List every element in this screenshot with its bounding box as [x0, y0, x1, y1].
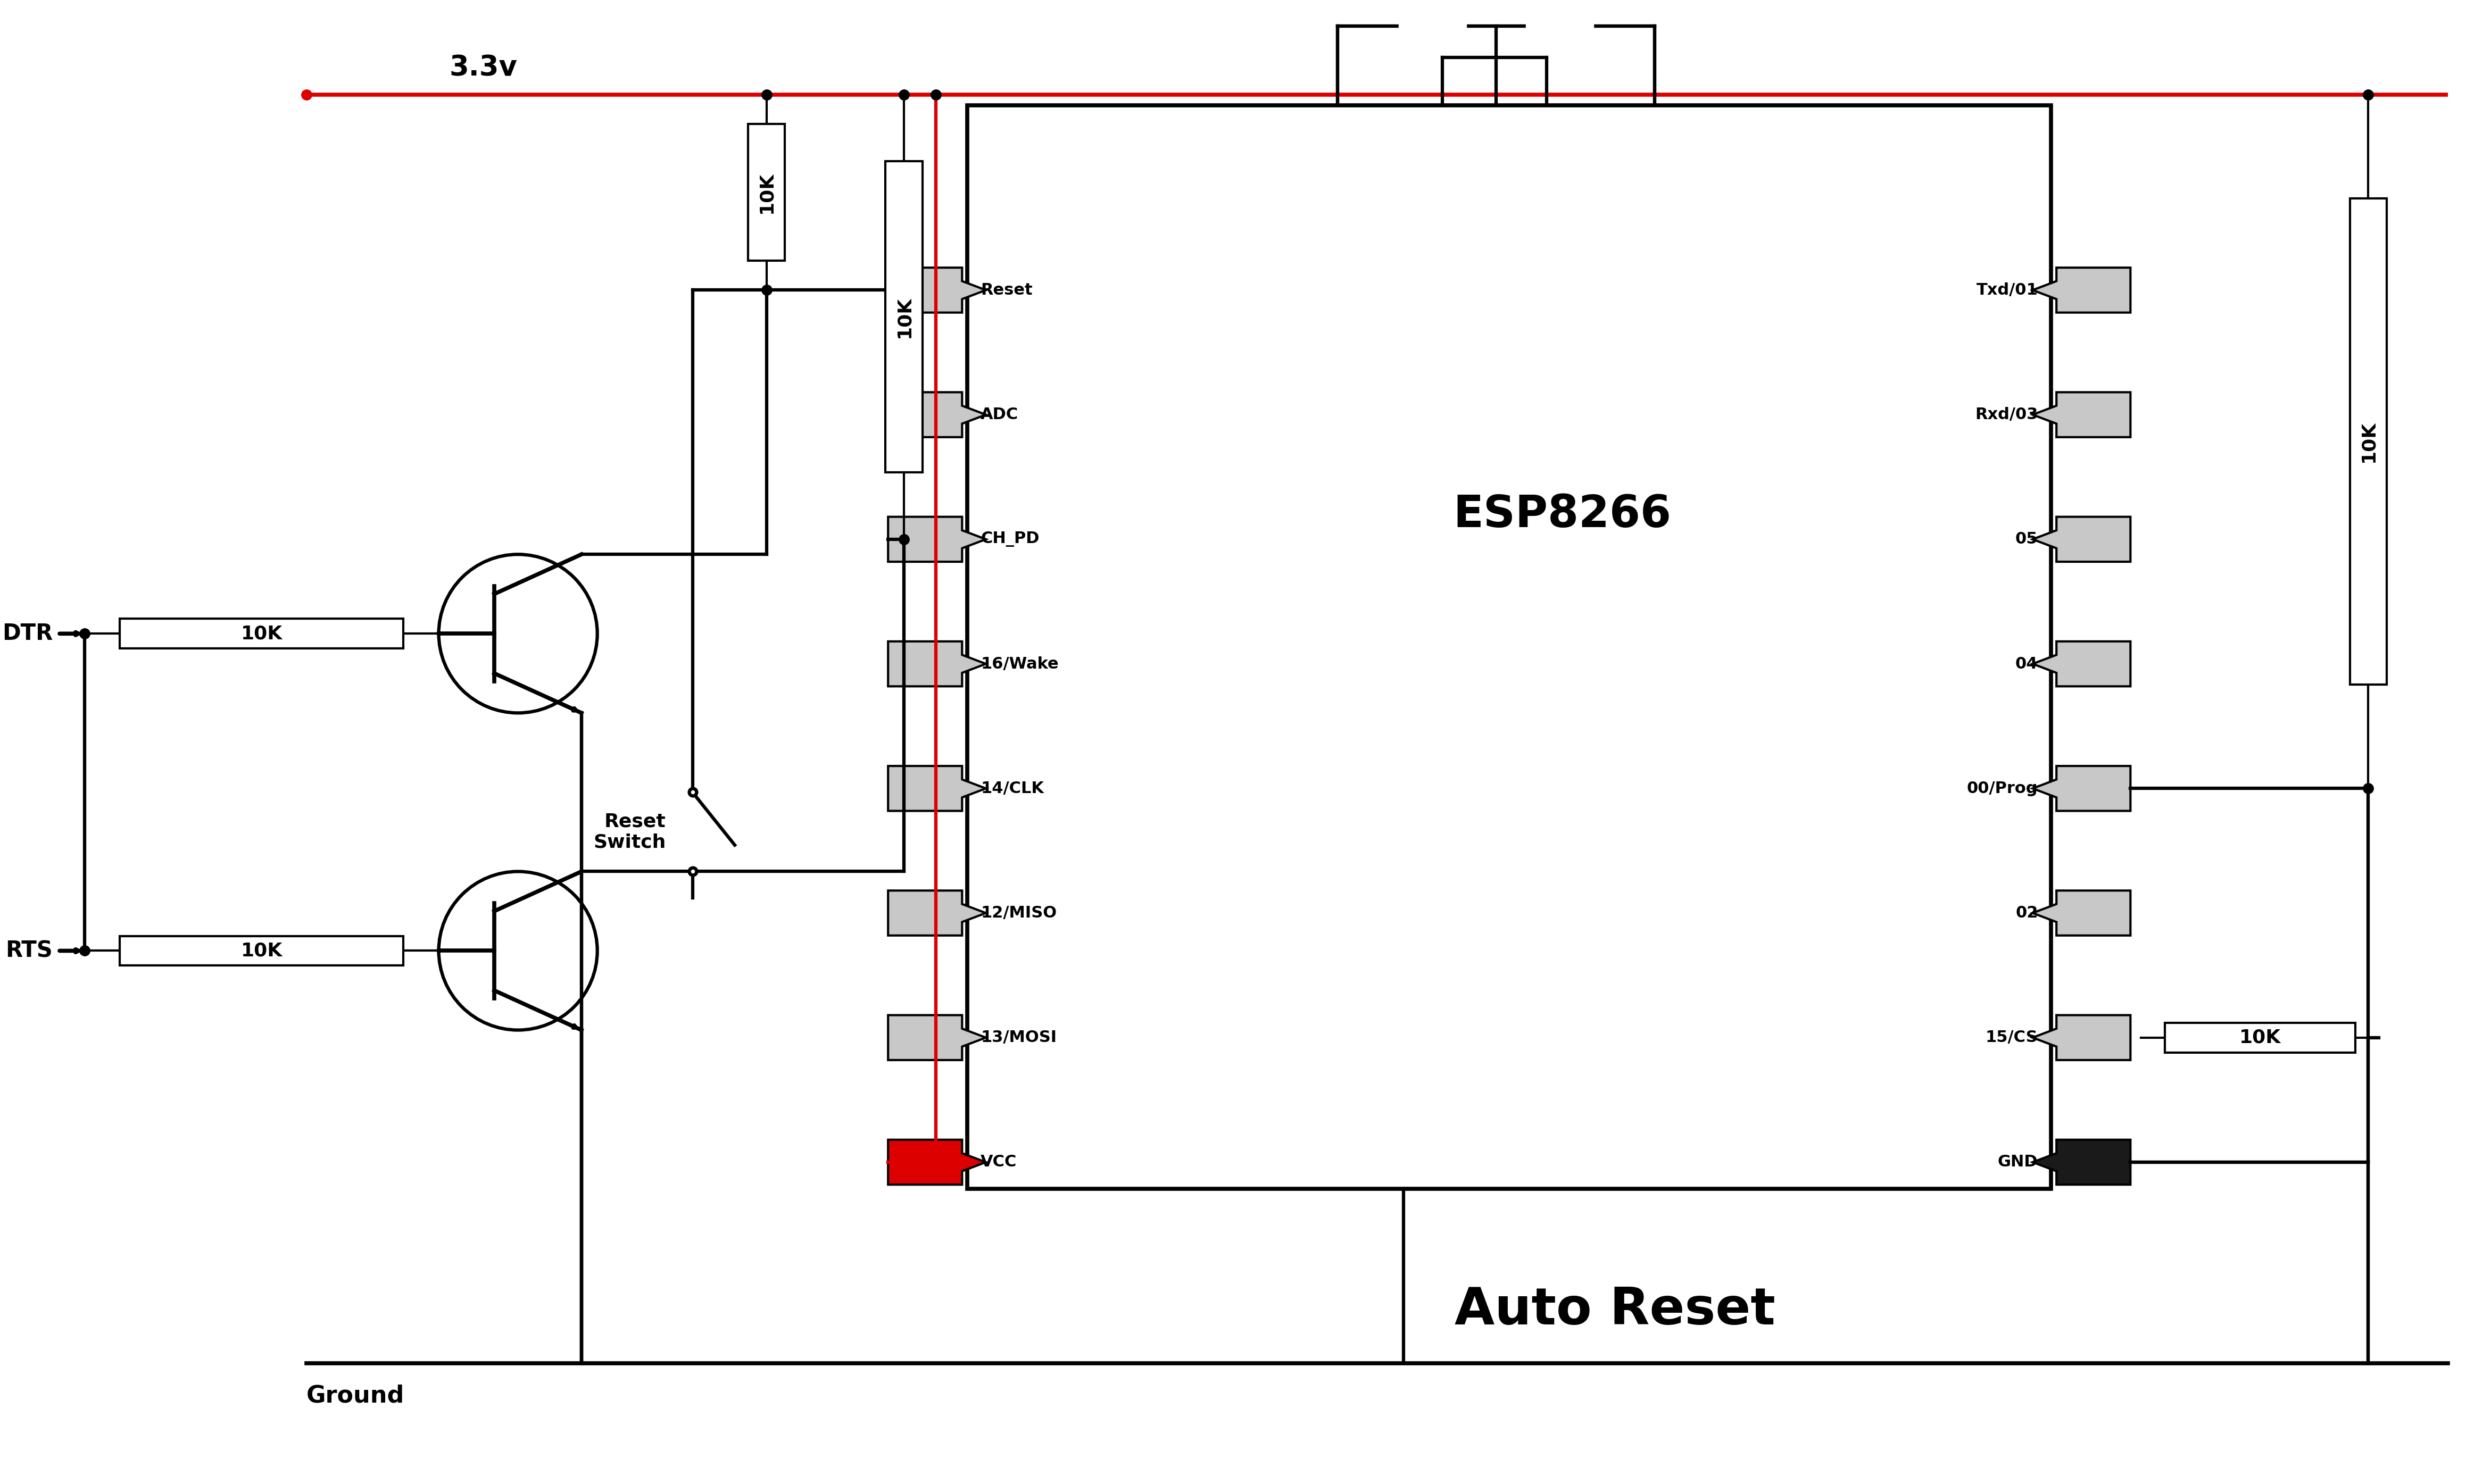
Polygon shape: [889, 1015, 986, 1060]
Text: 12/MISO: 12/MISO: [981, 905, 1056, 920]
Text: Txd/01: Txd/01: [1975, 282, 2038, 298]
Polygon shape: [889, 392, 986, 438]
Text: 04: 04: [2015, 656, 2038, 672]
Bar: [2165, 1022, 2354, 1052]
Polygon shape: [2033, 641, 2130, 686]
Text: 10K: 10K: [2239, 1028, 2282, 1046]
Text: 10K: 10K: [242, 942, 281, 960]
Polygon shape: [889, 267, 986, 313]
Text: 02: 02: [2015, 905, 2038, 920]
Text: 10K: 10K: [2359, 420, 2376, 463]
Bar: [120, 619, 404, 649]
Polygon shape: [2033, 890, 2130, 935]
Polygon shape: [2033, 1140, 2130, 1184]
Polygon shape: [889, 766, 986, 810]
Text: VCC: VCC: [981, 1155, 1016, 1169]
Bar: [967, 105, 2050, 1189]
Text: 00/Prog: 00/Prog: [1968, 781, 2038, 795]
Bar: [120, 936, 404, 966]
Text: Reset
Switch: Reset Switch: [593, 812, 665, 852]
Text: 14/CLK: 14/CLK: [981, 781, 1044, 795]
Text: 05: 05: [2015, 531, 2038, 548]
Text: 13/MOSI: 13/MOSI: [981, 1030, 1056, 1045]
Polygon shape: [889, 890, 986, 935]
Bar: [884, 162, 922, 472]
Text: DTR: DTR: [2, 622, 52, 646]
Text: Reset: Reset: [981, 282, 1034, 298]
Bar: [2349, 199, 2386, 684]
Polygon shape: [2033, 766, 2130, 810]
Polygon shape: [2033, 267, 2130, 313]
Polygon shape: [2033, 516, 2130, 562]
Text: 10K: 10K: [894, 297, 914, 338]
Polygon shape: [2033, 392, 2130, 438]
Bar: [747, 123, 785, 261]
Text: Rxd/03: Rxd/03: [1975, 407, 2038, 423]
Text: 15/CS: 15/CS: [1985, 1030, 2038, 1045]
Text: 3.3v: 3.3v: [448, 53, 518, 82]
Polygon shape: [2033, 1015, 2130, 1060]
Polygon shape: [889, 516, 986, 562]
Polygon shape: [889, 1140, 986, 1184]
Text: ADC: ADC: [981, 407, 1019, 423]
Text: Ground: Ground: [306, 1385, 404, 1407]
Text: CH_PD: CH_PD: [981, 531, 1039, 548]
Text: Auto Reset: Auto Reset: [1455, 1285, 1776, 1336]
Text: RTS: RTS: [5, 939, 52, 962]
Text: 10K: 10K: [757, 172, 775, 214]
Polygon shape: [889, 641, 986, 686]
Text: GND: GND: [1998, 1155, 2038, 1169]
Text: 16/Wake: 16/Wake: [981, 656, 1059, 672]
Text: ESP8266: ESP8266: [1452, 493, 1671, 536]
Text: 10K: 10K: [242, 625, 281, 643]
